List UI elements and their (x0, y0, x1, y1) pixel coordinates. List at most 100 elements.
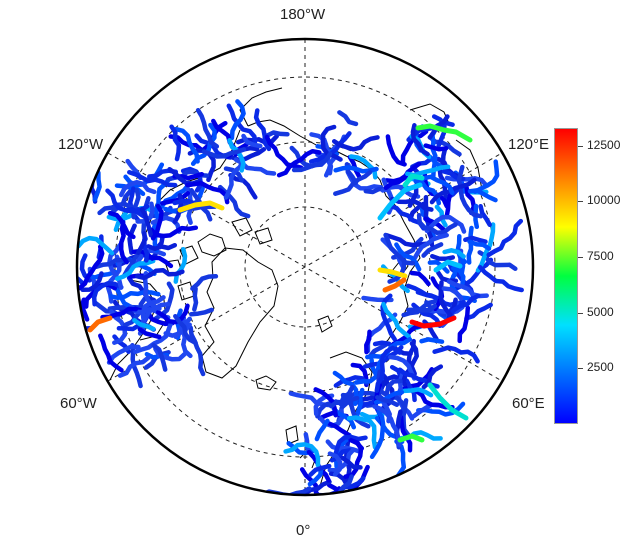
river-segment (364, 329, 372, 355)
label-60e: 60°E (512, 395, 545, 412)
river-segment (385, 134, 407, 167)
river-segment (121, 251, 144, 279)
river-segment (346, 415, 378, 450)
river-segment (430, 253, 456, 262)
colorbar-tick-label: 12500 (587, 137, 621, 152)
river-segment (333, 434, 368, 458)
river-segment (229, 99, 246, 141)
river-segment (125, 204, 150, 214)
river-segment (390, 196, 434, 212)
north-america-coast (109, 129, 241, 381)
river-segment (414, 388, 455, 410)
river-segment (464, 185, 477, 216)
river-segment (105, 254, 122, 304)
colorbar-tick-label: 5000 (587, 304, 614, 319)
river-segment (127, 223, 137, 255)
river-segment (135, 267, 185, 281)
river-segment (118, 219, 129, 265)
river-segment (377, 267, 408, 279)
river-segment (333, 169, 373, 196)
river-segment (457, 305, 471, 344)
river-segment (117, 355, 151, 378)
river-segment (401, 299, 438, 318)
river-segment (409, 270, 431, 287)
river-segment (313, 387, 338, 418)
river-segment (381, 301, 411, 339)
river-segment (146, 242, 178, 251)
colorbar-tick-mark (578, 201, 583, 202)
river-segment (201, 147, 247, 159)
river-segment (383, 232, 416, 266)
river-segment (442, 248, 466, 259)
river-segment (380, 293, 397, 342)
river-segment (382, 277, 407, 293)
river-segment (377, 182, 423, 221)
river-segment (331, 135, 380, 152)
river-segment (466, 225, 474, 265)
river-segment (421, 242, 444, 258)
river-segment (177, 200, 225, 213)
river-segment (409, 315, 457, 329)
river-segment (142, 270, 162, 311)
river-segment (472, 159, 500, 194)
river-segment (80, 271, 104, 293)
colorbar-tick-mark (578, 368, 583, 369)
river-segment (477, 265, 524, 293)
river-segment (486, 218, 524, 258)
river-segment (372, 404, 402, 448)
river-segment (397, 433, 425, 443)
river-segment (173, 313, 198, 346)
river-segment (467, 239, 492, 251)
river-segment (150, 203, 164, 241)
river-segment (81, 156, 102, 203)
river-segment (340, 455, 363, 470)
river-segment (137, 327, 162, 340)
river-segment (169, 124, 182, 162)
river-segment (132, 320, 174, 355)
river-segment (314, 418, 330, 442)
river-segment (400, 129, 429, 166)
river-segment (410, 123, 430, 157)
river-segment (195, 107, 220, 149)
river-segment (77, 235, 115, 256)
river-segment (323, 154, 338, 178)
river-segment (79, 297, 90, 322)
river-segment (135, 231, 147, 255)
label-180w: 180°W (280, 6, 326, 23)
river-segment (419, 337, 445, 344)
river-segment (412, 232, 449, 262)
river-segment (173, 315, 187, 339)
colorbar-tick-label: 2500 (587, 360, 614, 375)
river-segment (139, 206, 154, 238)
label-120w: 120°W (58, 136, 104, 153)
arctic-islands-coast (197, 233, 227, 257)
river-segment (226, 103, 258, 146)
colorbar-tick-label: 10000 (587, 193, 621, 208)
colorbar-tick-mark (578, 146, 583, 147)
river-segment (416, 401, 466, 417)
river-segment (308, 131, 352, 164)
greenland-coast (201, 247, 279, 379)
river-segment (415, 123, 473, 143)
river-segment (114, 258, 156, 281)
river-segment (433, 259, 463, 273)
river-segment (223, 158, 246, 200)
river-segment (372, 340, 402, 355)
river-segment (114, 183, 146, 197)
river-segment (444, 175, 489, 188)
river-segment (384, 378, 403, 396)
river-segment (265, 130, 290, 138)
river-segment (320, 124, 343, 162)
river-segment (106, 344, 141, 365)
river-segment (438, 280, 453, 317)
colorbar (554, 128, 578, 424)
river-segment (367, 342, 389, 359)
river-segment (77, 244, 105, 291)
river-segment (308, 463, 332, 477)
river-segment (374, 345, 396, 393)
river-segment (118, 179, 157, 198)
river-segment (155, 303, 190, 325)
river-segment (126, 275, 157, 303)
river-segment (151, 343, 168, 372)
river-segment (369, 409, 386, 460)
